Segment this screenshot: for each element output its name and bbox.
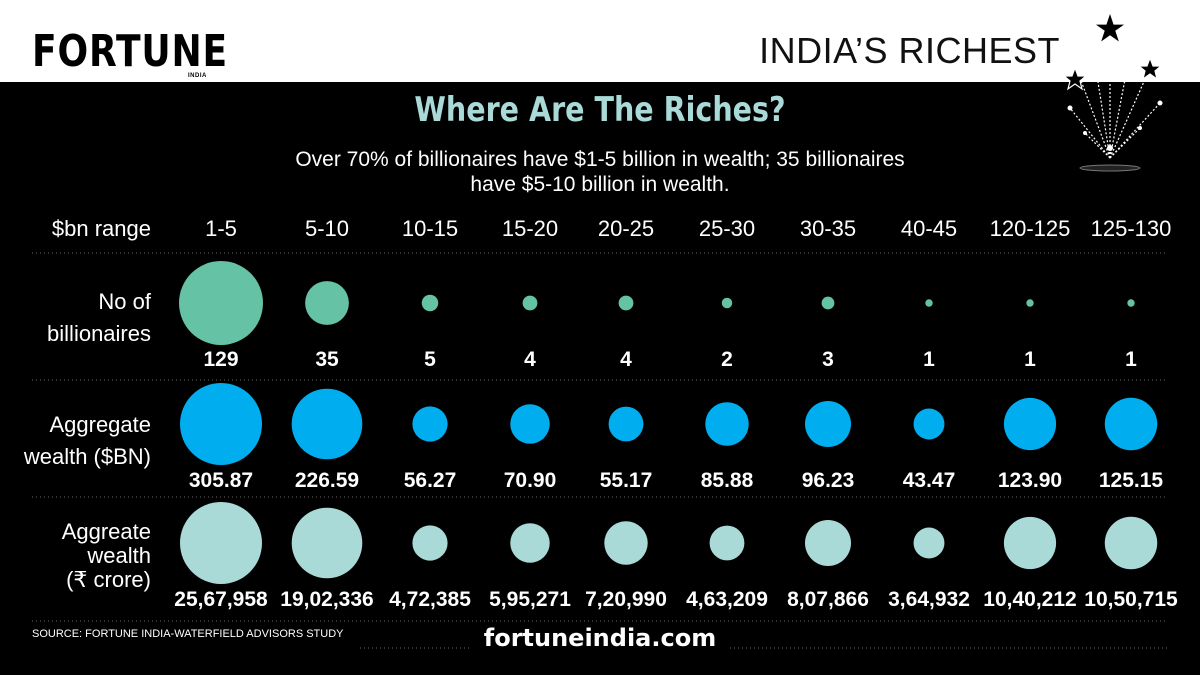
- bubble: [412, 525, 448, 561]
- bubble: [180, 383, 262, 465]
- row-label: Aggregate: [49, 412, 151, 437]
- value-label: 129: [203, 348, 238, 371]
- bubble: [510, 523, 550, 563]
- header-bar: FORTUNE INDIA INDIA’S RICHEST: [0, 0, 1200, 82]
- value-label: 96.23: [802, 469, 855, 492]
- fortune-logo: FORTUNE: [32, 26, 228, 77]
- bubble: [805, 401, 851, 447]
- bubble: [522, 295, 538, 311]
- value-label: 4,72,385: [389, 588, 471, 611]
- category-label: 1-5: [205, 216, 237, 241]
- value-label: 2: [721, 348, 733, 371]
- value-label: 123.90: [998, 469, 1062, 492]
- category-label: 40-45: [901, 216, 957, 241]
- value-label: 1: [1024, 348, 1036, 371]
- subtitle-line-1: Over 70% of billionaires have $1-5 billi…: [295, 148, 905, 171]
- bubble: [608, 406, 644, 442]
- row-label: (₹ crore): [66, 567, 151, 592]
- fortune-logo-sub: INDIA: [188, 73, 207, 79]
- category-label: 15-20: [502, 216, 558, 241]
- value-label: 4: [620, 348, 632, 371]
- value-label: 10,50,715: [1084, 588, 1178, 611]
- bubble: [291, 507, 363, 579]
- bubble: [1104, 397, 1158, 451]
- bubble: [721, 297, 733, 309]
- bubble: [913, 527, 945, 559]
- value-label: 70.90: [504, 469, 557, 492]
- bubble: [510, 404, 550, 444]
- bubble: [305, 281, 349, 325]
- row-label: wealth ($BN): [23, 444, 151, 469]
- bubble: [913, 408, 945, 440]
- row-label: No of: [98, 289, 151, 314]
- value-label: 125.15: [1099, 469, 1164, 492]
- value-label: 226.59: [295, 469, 359, 492]
- category-label: 5-10: [305, 216, 349, 241]
- bubble: [805, 520, 851, 566]
- bubble: [412, 406, 448, 442]
- site-url: fortuneindia.com: [483, 624, 717, 652]
- value-label: 56.27: [404, 469, 457, 492]
- chart-title: Where Are The Riches?: [414, 90, 786, 130]
- value-label: 3,64,932: [888, 588, 970, 611]
- value-label: 305.87: [189, 469, 253, 492]
- category-label: 30-35: [800, 216, 856, 241]
- bubble: [1026, 299, 1034, 307]
- bubble: [604, 521, 648, 565]
- bubble: [180, 502, 262, 584]
- series-title: INDIA’S RICHEST: [759, 30, 1060, 71]
- bubble: [705, 402, 749, 446]
- value-label: 4: [524, 348, 536, 371]
- bubble: [421, 294, 439, 312]
- bubble: [1003, 397, 1057, 451]
- value-label: 7,20,990: [585, 588, 667, 611]
- category-label: 25-30: [699, 216, 755, 241]
- value-label: 3: [822, 348, 834, 371]
- range-header-label: $bn range: [52, 216, 151, 241]
- fireworks-illustration-icon: [1062, 10, 1163, 172]
- value-label: 43.47: [903, 469, 956, 492]
- bubble: [1003, 516, 1057, 570]
- bubble: [291, 388, 363, 460]
- value-label: 10,40,212: [983, 588, 1076, 611]
- value-label: 1: [923, 348, 935, 371]
- value-label: 8,07,866: [787, 588, 869, 611]
- bubble: [618, 295, 634, 311]
- bubble: [821, 296, 835, 310]
- category-label: 125-130: [1091, 216, 1172, 241]
- value-label: 4,63,209: [686, 588, 768, 611]
- category-label: 120-125: [990, 216, 1071, 241]
- value-label: 5,95,271: [489, 588, 571, 611]
- value-label: 25,67,958: [174, 588, 268, 611]
- row-label: wealth: [86, 543, 151, 568]
- value-label: 5: [424, 348, 436, 371]
- bubble: [709, 525, 745, 561]
- value-label: 35: [315, 348, 339, 371]
- chart-subtitle: Over 70% of billionaires have $1-5 billi…: [230, 147, 970, 197]
- category-label: 10-15: [402, 216, 458, 241]
- bubble: [1104, 516, 1158, 570]
- bubble: [179, 261, 263, 345]
- value-label: 19,02,336: [280, 588, 373, 611]
- value-label: 85.88: [701, 469, 754, 492]
- value-label: 1: [1125, 348, 1137, 371]
- source-note: SOURCE: FORTUNE INDIA-WATERFIELD ADVISOR…: [32, 628, 344, 640]
- row-label: billionaires: [47, 321, 151, 346]
- row-label: Aggreate: [62, 519, 151, 544]
- value-label: 55.17: [600, 469, 653, 492]
- subtitle-line-2: have $5-10 billion in wealth.: [470, 173, 730, 196]
- category-label: 20-25: [598, 216, 654, 241]
- bubble: [1127, 299, 1135, 307]
- bubble: [925, 299, 933, 307]
